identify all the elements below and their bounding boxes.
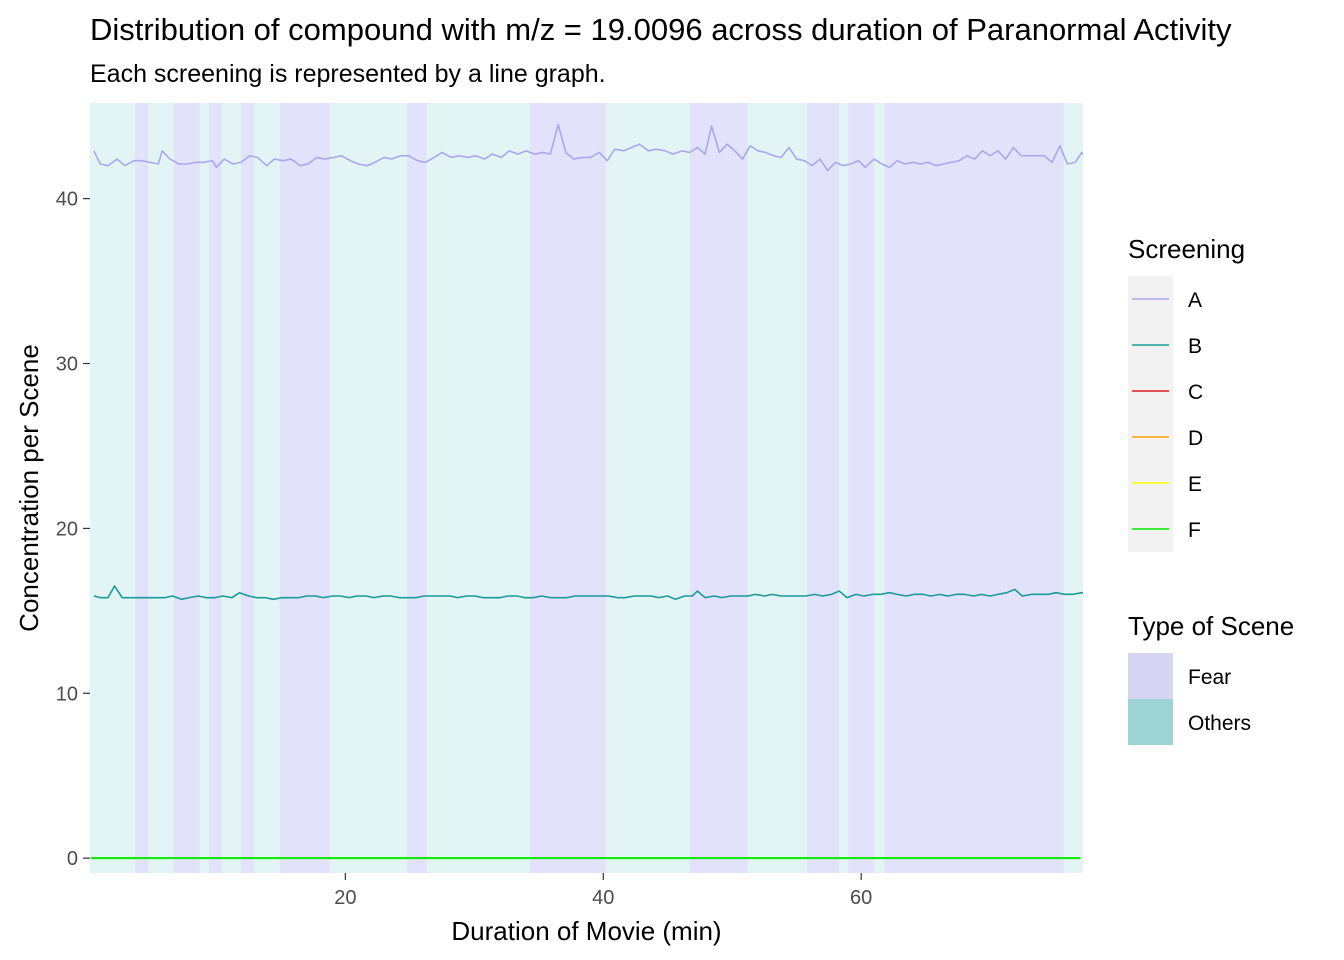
legend-label-fear: Fear — [1188, 666, 1231, 689]
series-lines — [91, 123, 1083, 860]
band-fear — [173, 103, 200, 873]
legend-screening-title: Screening — [1128, 234, 1245, 264]
band-fear — [689, 103, 748, 873]
series-line-a — [93, 123, 1083, 172]
band-fear — [407, 103, 427, 873]
y-axis-title: Concentration per Scene — [14, 344, 44, 632]
chart-subtitle: Each screening is represented by a line … — [90, 60, 606, 88]
scene-bands — [135, 103, 1064, 873]
axes: 0 10 20 30 40 20 40 60 — [56, 189, 873, 909]
chart-title: Distribution of compound with m/z = 19.0… — [90, 12, 1232, 47]
y-tick-label: 20 — [56, 518, 78, 540]
x-tick-label: 40 — [592, 887, 614, 909]
x-axis-title: Duration of Movie (min) — [451, 916, 721, 946]
legend-label-d: D — [1188, 427, 1203, 450]
legend-label-e: E — [1188, 473, 1202, 496]
band-fear — [240, 103, 254, 873]
legend-label-b: B — [1188, 335, 1202, 358]
legend-label-c: C — [1188, 381, 1203, 404]
legend-label-a: A — [1188, 289, 1202, 312]
y-tick-label: 10 — [56, 683, 78, 705]
band-fear — [208, 103, 222, 873]
band-fear — [848, 103, 875, 873]
series-line-b — [93, 585, 1083, 601]
y-tick-label: 40 — [56, 189, 78, 211]
y-tick-label: 30 — [56, 354, 78, 376]
band-fear — [807, 103, 840, 873]
legend-label-others: Others — [1188, 712, 1251, 735]
legend-scene-type: Type of Scene Fear Others — [1128, 611, 1294, 745]
band-fear — [529, 103, 606, 873]
legend-scene-title: Type of Scene — [1128, 611, 1294, 641]
band-fear — [135, 103, 149, 873]
legend-key-others — [1128, 699, 1173, 745]
legend-key-fear — [1128, 653, 1173, 699]
x-tick-label: 60 — [850, 887, 872, 909]
band-fear — [279, 103, 330, 873]
y-tick-label: 0 — [67, 848, 78, 870]
legend-label-f: F — [1188, 519, 1201, 542]
band-fear — [884, 103, 1064, 873]
x-tick-label: 20 — [334, 887, 356, 909]
